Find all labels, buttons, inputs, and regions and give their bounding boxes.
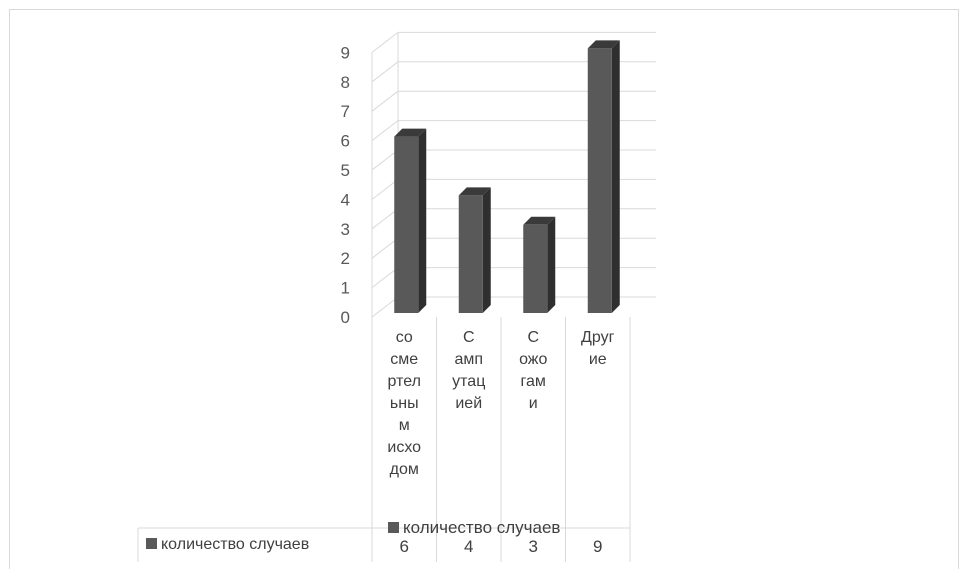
bar-top <box>523 216 556 225</box>
bar-front <box>458 195 483 313</box>
x-tick-label: Друг ие <box>566 327 631 371</box>
data-label: 9 <box>593 537 603 556</box>
y-tick-label: 6 <box>341 132 350 151</box>
gridline-depth <box>371 179 399 200</box>
x-tick-label-line: со <box>395 329 413 346</box>
bar <box>587 40 620 314</box>
x-tick-label-line: ьны <box>389 395 419 412</box>
bar-top <box>458 187 491 196</box>
x-tick-label-line: С <box>527 329 540 346</box>
x-tick-label-line: и <box>528 395 538 412</box>
y-tick-label: 1 <box>341 279 350 298</box>
bar-side <box>611 40 620 314</box>
chart-frame <box>9 9 959 569</box>
x-tick-label-line: ртел <box>387 373 421 390</box>
bar-side <box>547 216 556 313</box>
y-tick-label: 2 <box>341 249 350 268</box>
gridline-depth <box>371 120 399 141</box>
bar <box>458 187 491 313</box>
x-tick-label-line: сме <box>390 351 419 368</box>
gridline-depth <box>371 267 399 288</box>
legend: количество случаев <box>388 518 560 538</box>
data-label: 6 <box>399 537 409 556</box>
x-tick-label-line: гам <box>520 373 546 390</box>
gridline-depth <box>371 296 399 318</box>
gridline-depth <box>371 237 399 259</box>
y-tick-label: 7 <box>341 102 350 121</box>
bar-side <box>482 187 491 313</box>
gridline-depth <box>371 149 399 171</box>
y-tick-label: 3 <box>341 220 350 239</box>
data-label: 4 <box>464 537 474 556</box>
x-tick-label-line: ией <box>455 395 483 412</box>
table-row-swatch <box>146 538 157 549</box>
table-row-header: количество случаев <box>146 536 309 554</box>
x-tick-label-line: ожо <box>519 351 548 368</box>
gridline-depth <box>371 90 399 112</box>
bar-front <box>394 136 419 313</box>
x-tick-label-line: исхо <box>387 439 422 456</box>
gridline-depth <box>371 208 399 230</box>
gridline-depth <box>371 61 399 83</box>
bar <box>523 216 556 313</box>
table-row-label: количество случаев <box>161 536 310 553</box>
y-tick-label: 5 <box>341 161 350 180</box>
x-tick-label-line: амп <box>454 351 484 368</box>
x-tick-label-line: утац <box>452 373 486 390</box>
y-tick-label: 8 <box>341 73 350 92</box>
bar-side <box>418 128 427 313</box>
x-tick-label-line: м <box>398 417 410 434</box>
legend-label: количество случаев <box>403 518 561 537</box>
bar-front <box>587 48 612 314</box>
x-tick-label-line: дом <box>389 461 419 478</box>
bar-top <box>394 128 427 137</box>
data-label: 3 <box>528 537 538 556</box>
x-tick-label-line: С <box>462 329 475 346</box>
y-tick-label: 0 <box>341 308 350 327</box>
bar-top <box>587 40 620 49</box>
gridline-depth <box>371 32 399 53</box>
x-tick-label: со сме ртел ьны м исхо дом <box>372 327 437 481</box>
legend-swatch <box>388 522 399 533</box>
y-tick-label: 4 <box>341 190 350 209</box>
x-tick-label-line: Друг <box>581 329 615 346</box>
x-tick-label-line: ие <box>588 351 607 368</box>
y-tick-label: 9 <box>341 43 350 62</box>
bar <box>394 128 427 313</box>
bar-front <box>523 224 548 313</box>
